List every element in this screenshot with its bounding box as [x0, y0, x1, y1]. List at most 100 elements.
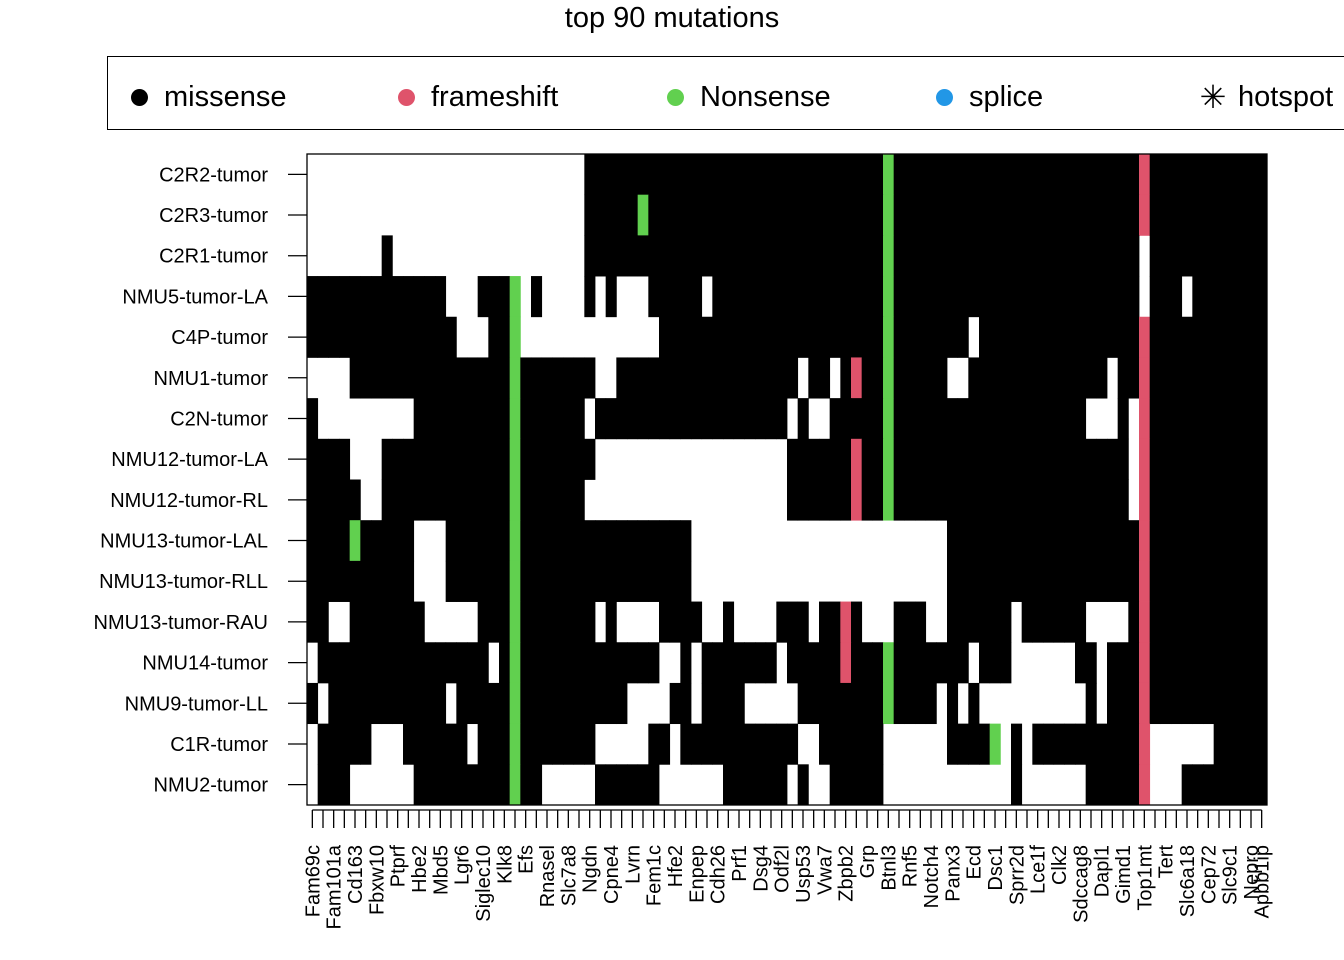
legend-marker-missense: [130, 88, 148, 106]
heatmap-cell: [531, 642, 543, 684]
heatmap-cell: [317, 642, 329, 684]
legend-marker-hotspot: ✳: [1199, 79, 1227, 115]
heatmap-cell: [1235, 723, 1247, 765]
heatmap-cell: [1128, 276, 1140, 318]
heatmap-cell: [403, 357, 415, 399]
heatmap-cell: [520, 520, 532, 562]
plot-border: [306, 153, 1268, 806]
heatmap-cell: [1235, 479, 1247, 521]
heatmap-cell: [1043, 723, 1055, 765]
heatmap-cell: [488, 682, 500, 725]
heatmap-cell: [467, 560, 479, 602]
heatmap-cell: [840, 235, 852, 277]
heatmap-cell: [520, 723, 532, 765]
heatmap-cell: [445, 723, 457, 765]
heatmap-cell: [1235, 560, 1247, 602]
heatmap-cell: [755, 723, 767, 765]
heatmap-cell: [339, 642, 351, 684]
heatmap-cell: [392, 276, 404, 318]
heatmap-cell: [1053, 560, 1065, 602]
heatmap-cell: [499, 479, 511, 521]
heatmap-cell: [584, 560, 596, 602]
heatmap-cell: [1149, 154, 1161, 196]
heatmap-cell: [915, 357, 927, 399]
heatmap-cell: [979, 276, 991, 318]
heatmap-cell: [435, 438, 447, 480]
heatmap-cell: [893, 398, 905, 440]
y-tick-label: NMU13-tumor-LAL: [100, 531, 268, 553]
heatmap-cell: [509, 764, 521, 806]
heatmap-cell: [904, 682, 916, 725]
x-tick-label: Clk2: [1049, 845, 1071, 885]
heatmap-cell: [1224, 357, 1236, 399]
heatmap-cell: [307, 316, 319, 358]
heatmap-cell: [339, 276, 351, 318]
heatmap-cell: [456, 642, 468, 684]
heatmap-cell: [701, 682, 713, 725]
heatmap-cell: [669, 316, 681, 358]
legend-marker-nonsense: [666, 88, 684, 106]
heatmap-cell: [552, 357, 564, 399]
heatmap-cell: [403, 601, 415, 643]
heatmap-cell: [307, 601, 319, 643]
heatmap-cell: [499, 398, 511, 440]
heatmap-cell: [509, 642, 521, 684]
heatmap-cell: [413, 479, 425, 521]
heatmap-cell: [915, 154, 927, 196]
heatmap-cell: [552, 723, 564, 765]
heatmap-cell: [424, 682, 436, 725]
heatmap-cell: [360, 520, 372, 562]
heatmap-cell: [584, 723, 596, 765]
heatmap-cell: [776, 235, 788, 277]
heatmap-cell: [1192, 642, 1204, 684]
heatmap-cell: [1107, 194, 1119, 236]
heatmap-cell: [1149, 316, 1161, 358]
heatmap-cell: [1139, 682, 1151, 725]
heatmap-cell: [680, 154, 692, 196]
legend-label: Nonsense: [700, 80, 831, 113]
x-tick-label: Grp: [857, 845, 879, 878]
heatmap-cell: [968, 479, 980, 521]
heatmap-cell: [563, 398, 575, 440]
heatmap-cell: [904, 398, 916, 440]
heatmap-cell: [584, 194, 596, 236]
heatmap-cell: [403, 316, 415, 358]
heatmap-cell: [627, 642, 639, 684]
heatmap-cell: [360, 723, 372, 765]
heatmap-cell: [1203, 479, 1215, 521]
heatmap-cell: [936, 235, 948, 277]
heatmap-cell: [989, 560, 1001, 602]
heatmap-cell: [744, 276, 756, 318]
heatmap-cell: [456, 357, 468, 399]
heatmap-cell: [861, 316, 873, 358]
heatmap-cell: [947, 520, 959, 562]
heatmap-cell: [595, 520, 607, 562]
heatmap-cell: [1181, 316, 1193, 358]
heatmap-cell: [1213, 682, 1225, 725]
x-tick-label: Ngdn: [580, 845, 602, 893]
heatmap-cell: [776, 194, 788, 236]
heatmap-cell: [1000, 357, 1012, 399]
heatmap-cell: [627, 560, 639, 602]
heatmap-cell: [1096, 276, 1108, 318]
heatmap-cell: [1000, 235, 1012, 277]
heatmap-cell: [893, 479, 905, 521]
heatmap-cell: [1075, 479, 1087, 521]
heatmap-cell: [819, 479, 831, 521]
heatmap-cell: [957, 438, 969, 480]
heatmap-cell: [531, 764, 543, 806]
heatmap-cell: [851, 438, 863, 480]
heatmap-cell: [1203, 520, 1215, 562]
heatmap-cell: [712, 398, 724, 440]
heatmap-cell: [712, 316, 724, 358]
heatmap-cell: [381, 601, 393, 643]
heatmap-cell: [1160, 682, 1172, 725]
heatmap-cell: [1213, 357, 1225, 399]
heatmap-cell: [371, 276, 383, 318]
heatmap-cell: [947, 479, 959, 521]
heatmap-cell: [797, 764, 809, 806]
heatmap-cell: [499, 764, 511, 806]
heatmap-cell: [531, 560, 543, 602]
heatmap-cell: [637, 154, 649, 196]
heatmap-cell: [1235, 601, 1247, 643]
